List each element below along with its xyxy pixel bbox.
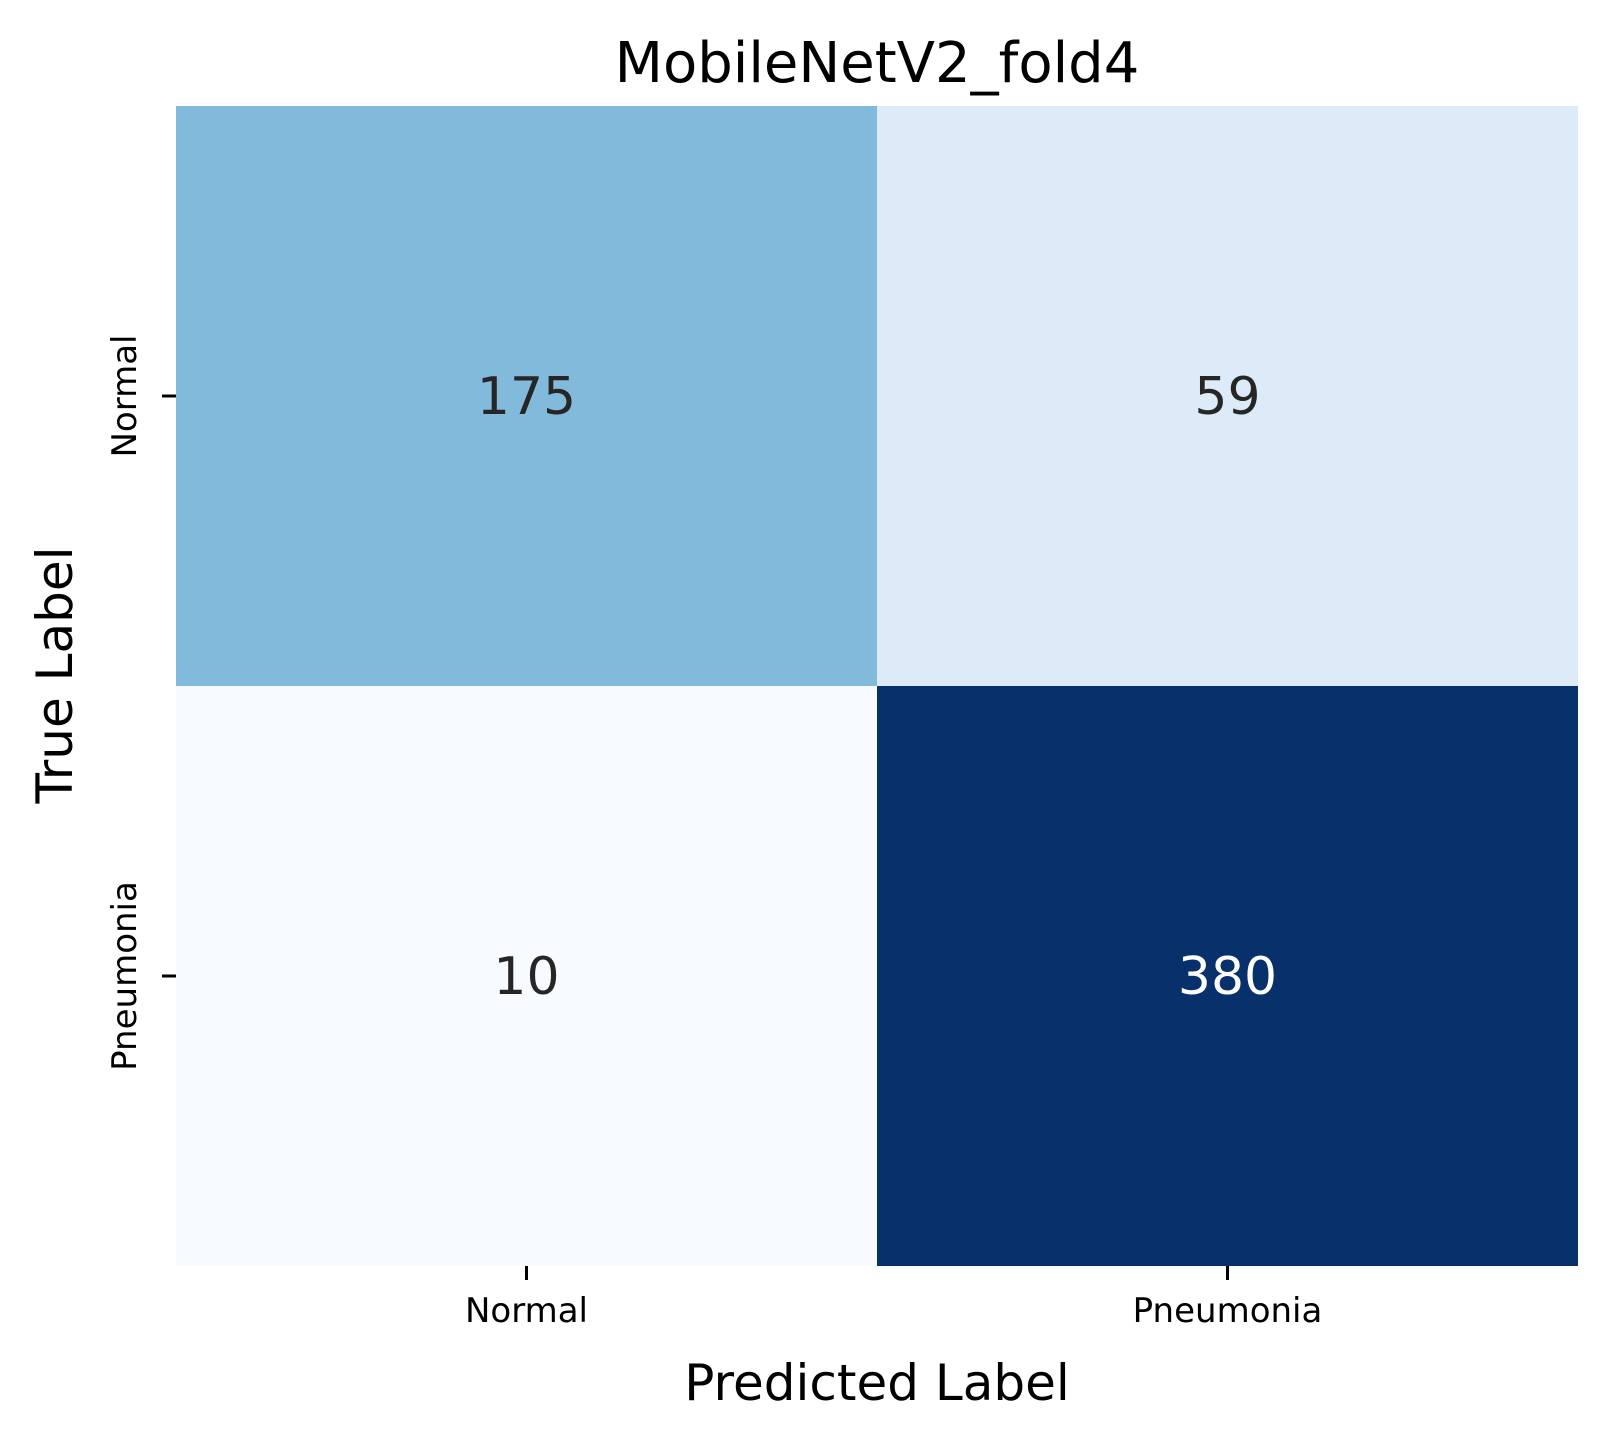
- cell-value-1-1: 380: [1178, 947, 1277, 1007]
- x-axis: Normal Pneumonia: [465, 1266, 1322, 1331]
- x-tick-label-1: Pneumonia: [1133, 1291, 1323, 1331]
- cell-value-1-0: 10: [493, 947, 559, 1007]
- heatmap-cell-1-1: [877, 686, 1578, 1266]
- y-tick-label-0: Normal: [105, 334, 145, 457]
- heatmap-cells: [176, 106, 1578, 1266]
- heatmap-annotations: 175 59 10 380: [477, 367, 1277, 1007]
- heatmap-cell-0-1: [877, 106, 1578, 686]
- y-tick-label-1: Pneumonia: [105, 881, 145, 1071]
- cell-value-0-0: 175: [477, 367, 576, 427]
- y-axis-label: True Label: [26, 547, 84, 805]
- heatmap-cell-1-0: [176, 686, 877, 1266]
- cell-value-0-1: 59: [1194, 367, 1260, 427]
- y-axis: Normal Pneumonia: [105, 334, 176, 1071]
- x-tick-label-0: Normal: [465, 1291, 588, 1331]
- chart-title: MobileNetV2_fold4: [615, 31, 1140, 96]
- x-axis-label: Predicted Label: [684, 1354, 1070, 1412]
- heatmap-cell-0-0: [176, 106, 877, 686]
